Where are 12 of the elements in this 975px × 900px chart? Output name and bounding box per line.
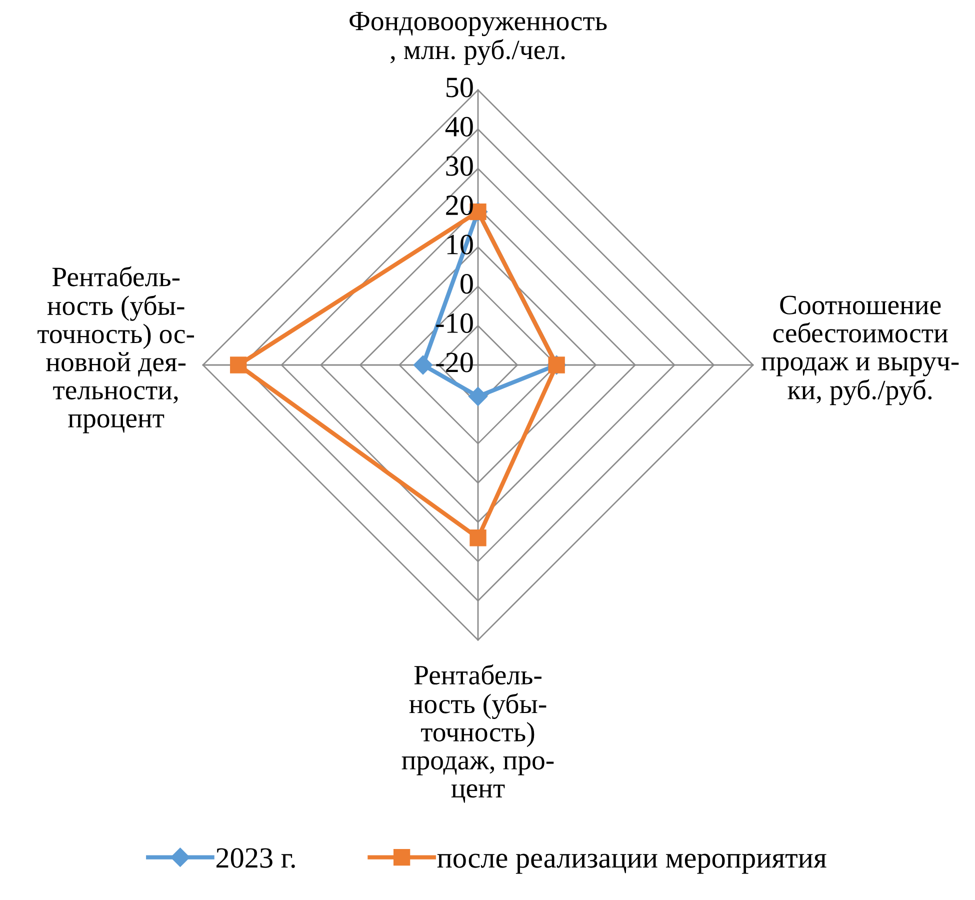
y-tick-label: 30	[446, 156, 473, 176]
legend-label: после реализации мероприятия	[437, 854, 826, 874]
y-tick-label: 40	[445, 116, 473, 137]
y-tick-label: 50	[446, 78, 473, 98]
legend-label: 2023 г.	[216, 848, 295, 868]
spoke-label: Соотношение себестоимости продаж и выруч- ки, руб./руб.	[762, 296, 959, 406]
y-tick-label: -20	[436, 352, 473, 372]
y-tick-label: 0	[460, 274, 473, 294]
spoke-label: Фондовооруженность , млн. руб./чел.	[350, 12, 607, 65]
spoke-label: Рентабель- ность (убы- точность) продаж, про- цент	[402, 664, 554, 803]
y-tick-label: 20	[446, 195, 473, 216]
spoke-label: Рентабель- ность (убы- точность) ос- новной дея- тельности, процент	[38, 266, 194, 434]
